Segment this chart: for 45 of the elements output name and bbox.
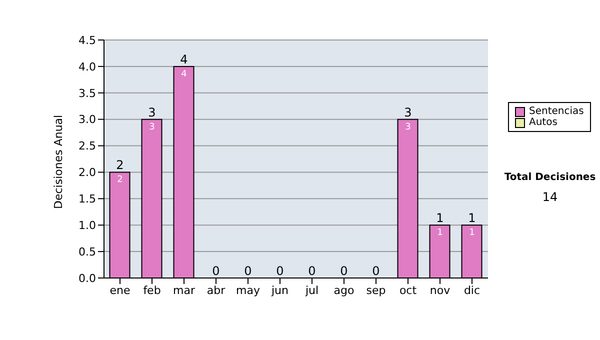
- total-label: 0: [372, 264, 380, 278]
- total-label: 1: [468, 211, 476, 226]
- x-tick-label: nov: [430, 284, 451, 297]
- y-tick-label: 1.0: [78, 219, 96, 232]
- y-tick-label: 1.5: [78, 192, 96, 206]
- x-tick-label: dic: [464, 284, 480, 297]
- total-label: 3: [404, 105, 412, 120]
- total-label: 0: [308, 264, 316, 278]
- total-label: 0: [244, 264, 252, 278]
- data-label: 1: [469, 228, 475, 238]
- x-tick-label: abr: [206, 284, 226, 297]
- data-label: 3: [405, 122, 411, 132]
- text: 14: [541, 190, 559, 204]
- y-tick-label: 3.5: [78, 86, 96, 100]
- total-label: 0: [276, 264, 284, 278]
- data-label: 1: [437, 228, 443, 238]
- total-label: 1: [436, 211, 444, 226]
- text: Total Decisiones: [503, 172, 597, 183]
- legend-label: Autos: [529, 117, 558, 128]
- y-tick-label: 0.0: [78, 272, 96, 285]
- total-label: 0: [212, 264, 220, 278]
- total-label: 4: [180, 52, 188, 66]
- legend-label: Sentencias: [529, 106, 584, 117]
- x-tick-label: may: [236, 284, 260, 297]
- x-tick-label: jul: [304, 284, 319, 297]
- x-tick-label: sep: [366, 284, 386, 297]
- total-label: 0: [340, 264, 348, 278]
- y-axis-title: Decisiones Anual: [52, 114, 65, 209]
- data-label: 4: [181, 69, 188, 80]
- data-label: 2: [117, 175, 123, 186]
- data-label: 3: [149, 122, 155, 132]
- y-tick-label: 2.0: [78, 166, 96, 180]
- x-tick-label: feb: [143, 284, 161, 297]
- y-tick-label: 4.0: [78, 60, 96, 74]
- total-label: 3: [148, 105, 156, 120]
- x-tick-label: ago: [334, 284, 354, 297]
- x-tick-label: jun: [270, 284, 289, 297]
- x-tick-label: oct: [399, 284, 418, 297]
- y-tick-label: 2.5: [78, 140, 96, 153]
- y-tick-label: 4.5: [78, 34, 96, 47]
- y-tick-label: 3.0: [78, 113, 96, 126]
- y-tick-label: 0.5: [78, 245, 96, 258]
- x-tick-label: ene: [110, 284, 130, 297]
- total-label: 2: [116, 158, 124, 172]
- x-tick-label: mar: [173, 284, 196, 297]
